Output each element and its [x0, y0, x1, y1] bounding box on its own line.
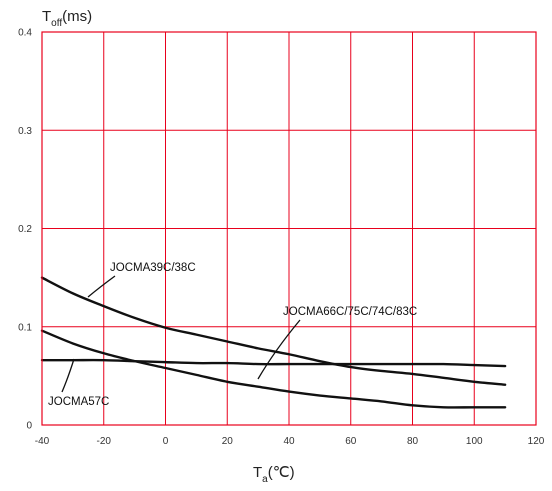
plot-frame	[41, 31, 537, 426]
x-axis-title-subscript: a	[262, 474, 268, 485]
x-tick-label: 100	[466, 436, 483, 447]
y-axis-title-main: T	[42, 8, 51, 25]
series-line-jocma57c	[40, 329, 507, 409]
y-tick-label: 0	[26, 421, 32, 432]
y-tick-label: 0.1	[18, 322, 32, 333]
series-line-jocma66c-75c-74c-83c	[40, 358, 507, 368]
y-tick-label: 0.3	[18, 126, 32, 137]
x-tick-label: 20	[222, 436, 234, 447]
annotation-jocma57c: JOCMA57C	[48, 396, 109, 408]
x-tick-label: 120	[528, 436, 545, 447]
x-tick-label: -20	[97, 436, 112, 447]
x-tick-label: -40	[35, 436, 50, 447]
x-axis-title-unit: (℃)	[268, 464, 295, 481]
grid-lines	[41, 31, 537, 426]
x-axis-title: Ta(℃)	[253, 464, 295, 485]
x-tick-labels: -40 -20 0 20 40 60 80 100 120	[35, 436, 545, 447]
y-axis-title-unit: (ms)	[62, 8, 92, 25]
series-line-jocma39c-38c	[40, 276, 507, 386]
x-tick-label: 0	[163, 436, 169, 447]
annotation-leader-jocma66c-75c-74c-83c	[257, 319, 301, 380]
annotation-leader-jocma57c	[61, 358, 75, 393]
x-tick-label: 80	[407, 436, 419, 447]
annotation-leaders	[61, 275, 301, 393]
y-tick-label: 0.2	[18, 224, 32, 235]
annotation-jocma39c-38c: JOCMA39C/38C	[110, 262, 196, 274]
annotation-jocma66c-75c-74c-83c: JOCMA66C/75C/74C/83C	[283, 306, 417, 318]
x-axis-title-main: T	[253, 464, 262, 481]
annotation-leader-jocma39c-38c	[87, 275, 116, 298]
y-tick-label: 0.4	[18, 28, 32, 39]
y-axis-title-subscript: off	[51, 18, 62, 29]
x-tick-label: 40	[283, 436, 295, 447]
series-lines	[40, 276, 507, 409]
y-axis-title: Toff(ms)	[42, 8, 92, 29]
y-tick-labels: 0 0.1 0.2 0.3 0.4	[18, 28, 32, 432]
x-tick-label: 60	[345, 436, 357, 447]
